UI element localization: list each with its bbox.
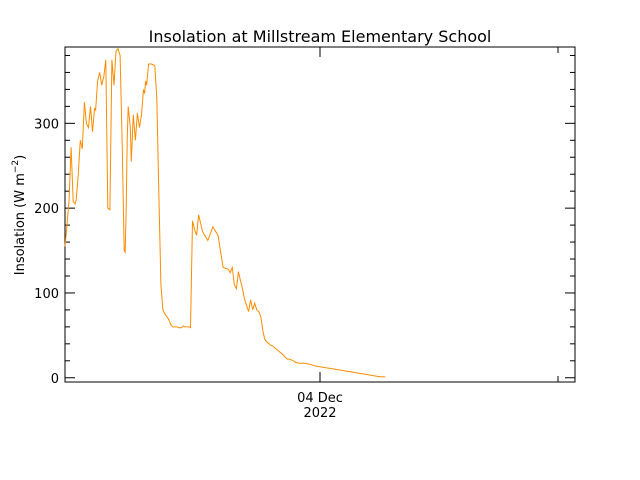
y-tick-label: 0	[51, 372, 59, 387]
y-axis-label-close: )	[13, 155, 28, 160]
chart-title: Insolation at Millstream Elementary Scho…	[149, 27, 492, 46]
y-tick-label: 200	[34, 202, 59, 217]
insolation-series-line	[64, 47, 386, 378]
y-axis-label-text: Insolation (W m	[13, 173, 28, 275]
y-tick-label: 100	[34, 287, 59, 302]
x-tick-label-date: 04 Dec	[297, 391, 343, 406]
y-axis-label-superscript: −2	[11, 160, 21, 173]
plot-frame	[64, 46, 576, 383]
y-axis-label: Insolation (W m−2)	[11, 155, 28, 276]
x-tick-label-year: 2022	[303, 406, 336, 421]
minor-ticks	[65, 54, 575, 362]
y-tick-label: 300	[34, 117, 59, 132]
y-axis-tick-labels: 0 100 200 300	[34, 117, 59, 386]
y-axis-ticks	[65, 122, 575, 379]
